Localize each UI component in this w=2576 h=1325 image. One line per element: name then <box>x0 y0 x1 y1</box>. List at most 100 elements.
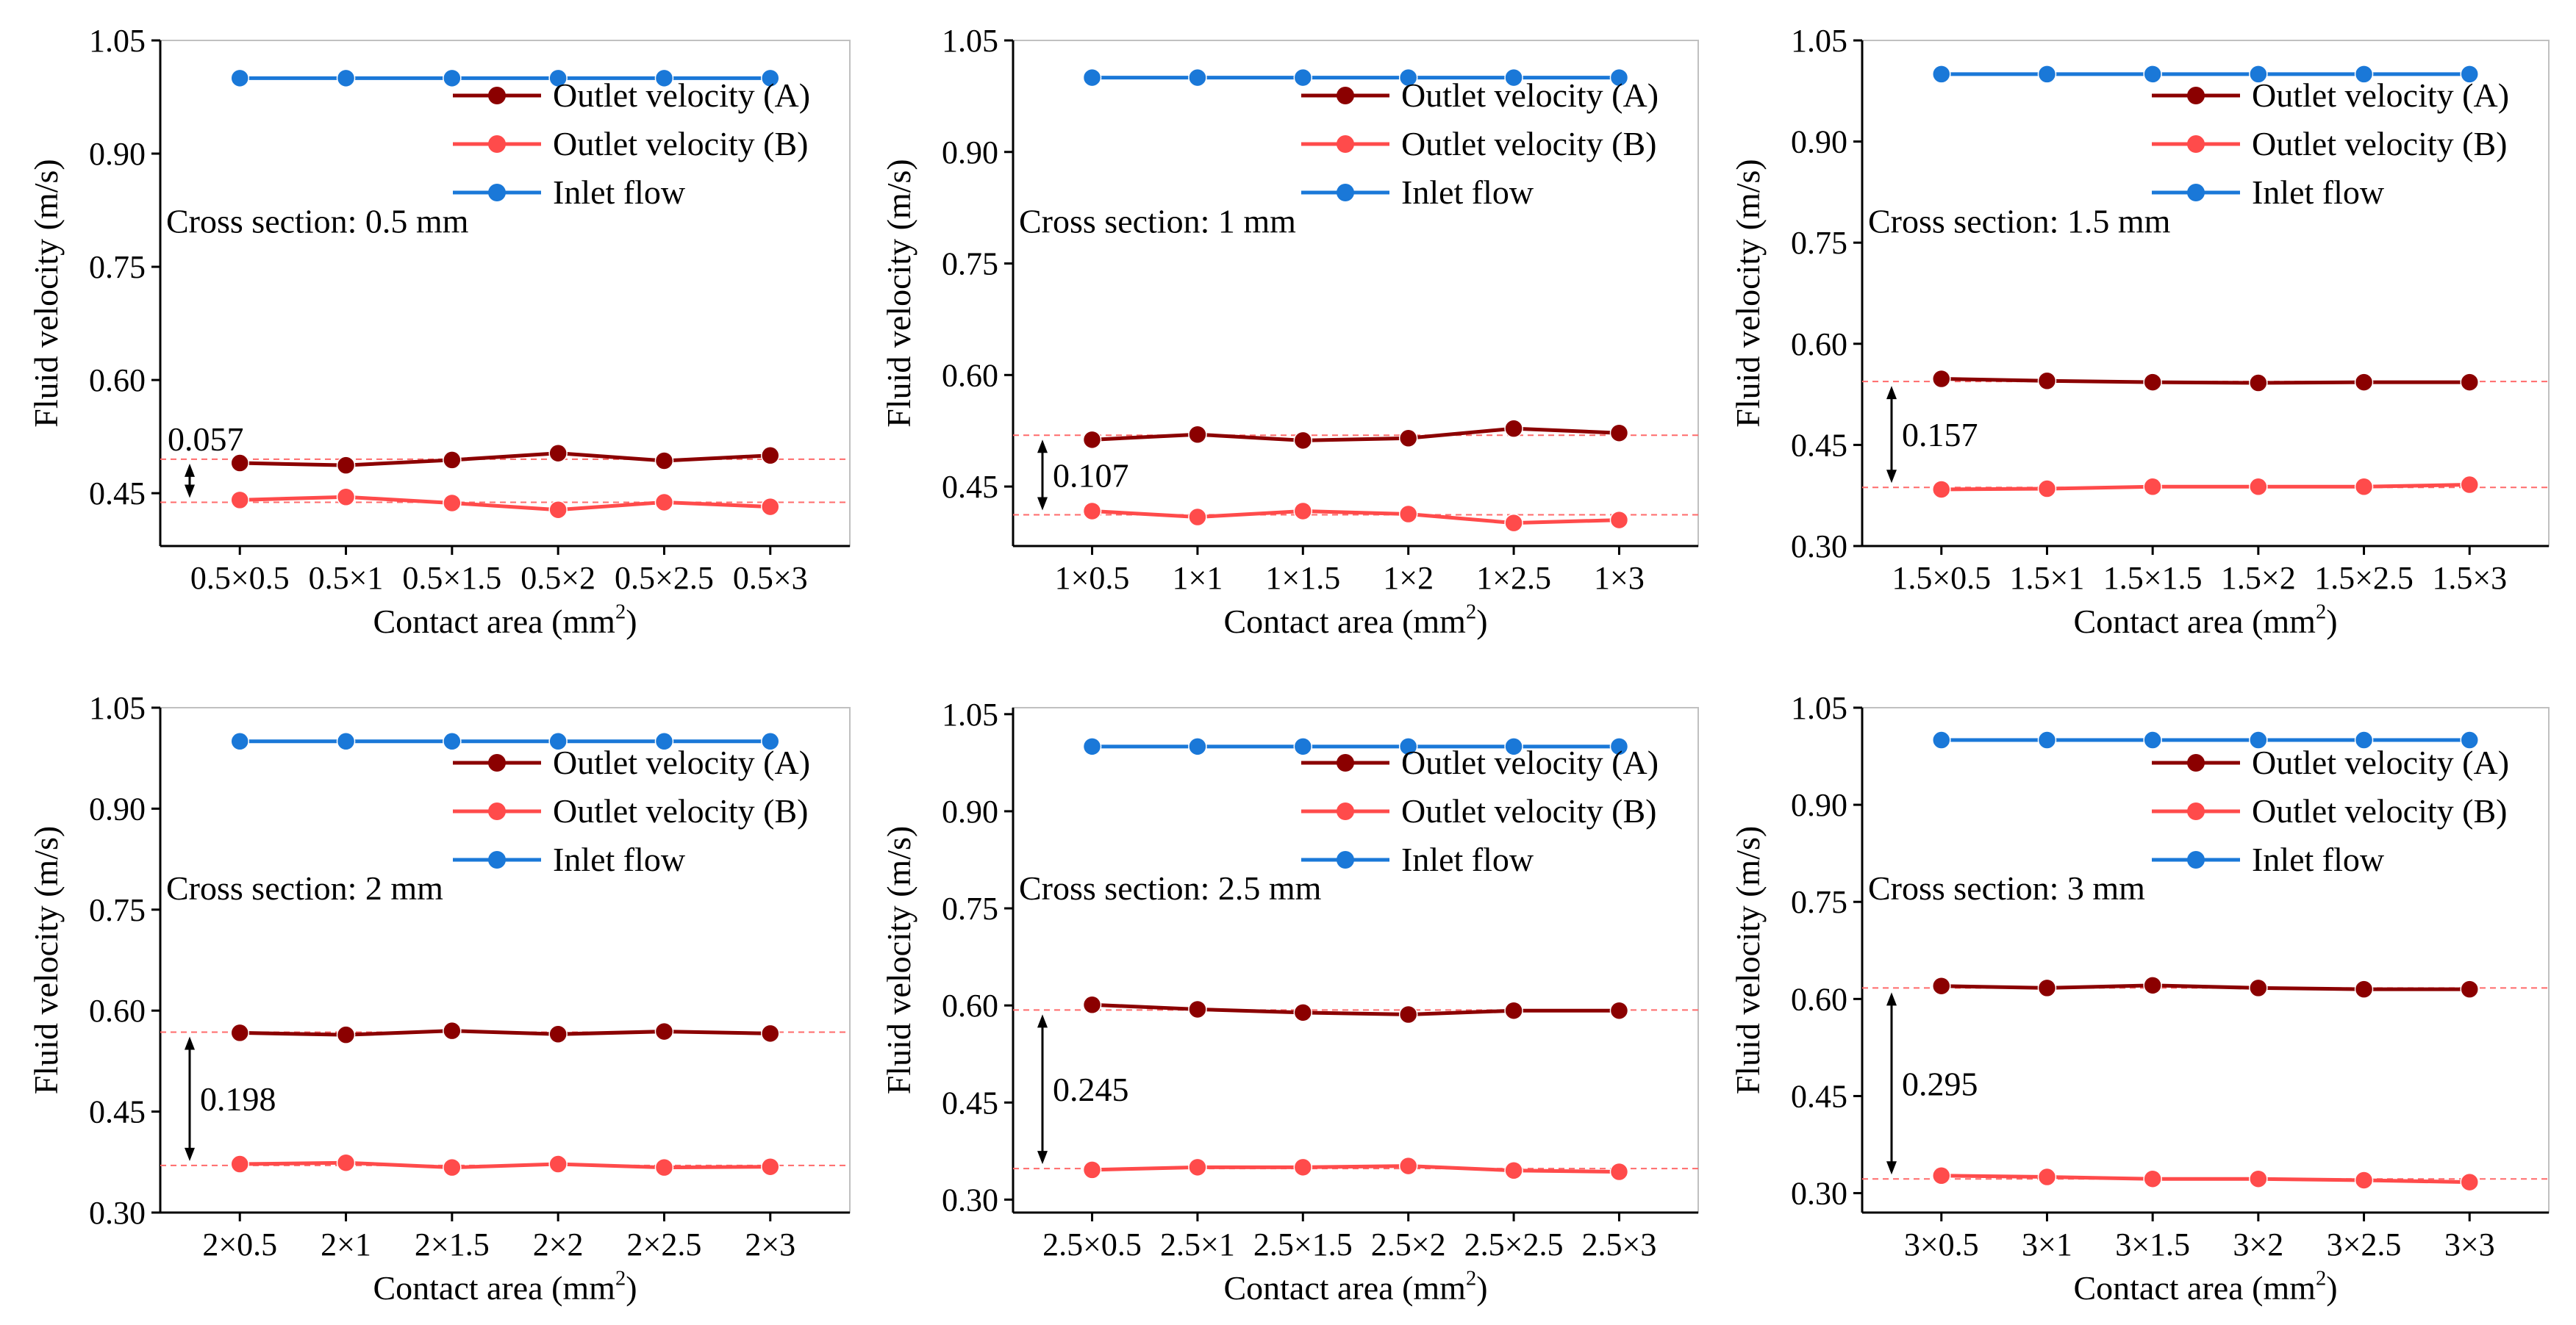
chart-panel-2: 0.45 0.60 0.75 0.90 1.05 1×0.5 1×1 1×1.5 1×2 1×2.… <box>880 23 1699 640</box>
data-point-outlet-velocity-a <box>230 453 249 473</box>
legend-swatch-marker-outlet-velocity-b <box>2187 135 2205 153</box>
data-point-inlet-flow <box>2143 65 2162 84</box>
x-tick-label: 1×2.5 <box>1476 560 1551 596</box>
x-tick-label: 0.5×3 <box>733 560 808 596</box>
chart-panel-6: 0.30 0.45 0.60 0.75 0.90 1.05 3×0.5 3×1 3×1.5 3×2… <box>1729 690 2550 1307</box>
data-point-outlet-velocity-a <box>2249 373 2268 392</box>
legend-swatch-marker-outlet-velocity-a <box>488 754 506 772</box>
data-point-outlet-velocity-a <box>2354 980 2374 999</box>
x-tick-label: 2.5×2 <box>1371 1227 1446 1263</box>
data-point-outlet-velocity-b <box>230 490 249 510</box>
data-point-inlet-flow <box>230 68 249 88</box>
y-tick-label: 0.90 <box>89 791 146 827</box>
data-point-inlet-flow <box>2354 65 2374 84</box>
y-tick-label: 0.60 <box>942 357 998 393</box>
data-point-outlet-velocity-b <box>443 1157 462 1177</box>
x-tick-label: 0.5×2.5 <box>615 560 714 596</box>
x-tick-label: 1×0.5 <box>1055 560 1130 596</box>
data-point-inlet-flow <box>443 68 462 88</box>
data-point-outlet-velocity-a <box>230 1023 249 1043</box>
series-line-outlet-velocity-b <box>1941 483 2470 492</box>
y-tick-label: 0.75 <box>942 246 998 282</box>
data-point-outlet-velocity-b <box>1188 507 1207 527</box>
plot-frame <box>160 707 851 1213</box>
gap-arrow-head-up <box>1886 386 1897 400</box>
y-tick-label: 0.75 <box>942 891 998 927</box>
data-point-outlet-velocity-a <box>2460 373 2479 392</box>
data-point-outlet-velocity-b <box>1932 1166 1951 1185</box>
x-tick-label: 1×2 <box>1383 560 1434 596</box>
data-point-inlet-flow <box>2354 730 2374 750</box>
data-point-inlet-flow <box>654 68 674 88</box>
y-tick-label: 0.75 <box>1791 884 1847 920</box>
cross-section-annotation: Cross section: 1 mm <box>1019 202 1296 240</box>
legend-label-outlet-velocity-b: Outlet velocity (B) <box>553 125 808 162</box>
x-tick-label: 1.5×1.5 <box>2103 560 2203 596</box>
x-tick-label: 2×2 <box>533 1227 584 1263</box>
y-axis-title: Fluid velocity (m/s) <box>27 826 65 1094</box>
data-point-outlet-velocity-a <box>1504 419 1523 438</box>
data-point-outlet-velocity-a <box>1082 430 1102 450</box>
x-tick-label: 2×1.5 <box>415 1227 490 1263</box>
x-tick-label: 2.5×3 <box>1582 1227 1657 1263</box>
data-point-outlet-velocity-b <box>1504 513 1523 533</box>
data-point-inlet-flow <box>2460 65 2479 84</box>
data-point-outlet-velocity-b <box>1932 480 1951 499</box>
data-point-outlet-velocity-b <box>230 1155 249 1174</box>
data-point-outlet-velocity-a <box>654 1021 674 1041</box>
legend-swatch-marker-outlet-velocity-a <box>1337 754 1354 772</box>
series-line-outlet-velocity-a <box>1941 377 2470 385</box>
x-tick-label: 3×0.5 <box>1904 1227 1979 1263</box>
x-tick-label: 3×2 <box>2233 1227 2283 1263</box>
data-point-inlet-flow <box>443 732 462 751</box>
y-tick-label: 0.75 <box>1791 225 1847 261</box>
y-tick-label: 0.45 <box>1791 427 1847 463</box>
data-point-outlet-velocity-a <box>1609 1001 1629 1020</box>
cross-section-annotation: Cross section: 1.5 mm <box>1868 202 2171 240</box>
data-point-outlet-velocity-b <box>761 1157 780 1177</box>
plot-frame <box>1012 707 1699 1213</box>
x-tick-label: 0.5×0.5 <box>190 560 290 596</box>
x-tick-label: 1.5×3 <box>2432 560 2507 596</box>
x-tick-label: 1.5×0.5 <box>1892 560 1991 596</box>
data-point-outlet-velocity-b <box>1609 510 1629 530</box>
x-axis-title: Contact area (mm2) <box>2073 1268 2337 1307</box>
y-tick-label: 0.30 <box>89 1195 146 1231</box>
data-point-outlet-velocity-b <box>548 500 568 520</box>
x-tick-label: 0.5×1 <box>309 560 384 596</box>
legend-label-outlet-velocity-b: Outlet velocity (B) <box>2252 792 2507 830</box>
data-point-inlet-flow <box>1082 737 1102 756</box>
legend-swatch-marker-outlet-velocity-b <box>488 802 506 820</box>
data-point-inlet-flow <box>1188 68 1207 87</box>
legend-label-outlet-velocity-a: Outlet velocity (A) <box>1401 76 1659 114</box>
x-tick-label: 2×2.5 <box>627 1227 702 1263</box>
y-tick-label: 0.45 <box>89 1094 146 1130</box>
data-point-outlet-velocity-b <box>1082 1160 1102 1179</box>
y-tick-label: 0.90 <box>942 134 998 170</box>
x-axis-title: Contact area (mm2) <box>1223 1268 1487 1307</box>
legend-label-inlet-flow: Inlet flow <box>2252 173 2385 211</box>
gap-arrow-head-up <box>1886 992 1897 1006</box>
data-point-inlet-flow <box>1932 730 1951 750</box>
x-tick-label: 2.5×1.5 <box>1253 1227 1353 1263</box>
y-tick-label: 0.90 <box>1791 787 1847 823</box>
data-point-outlet-velocity-b <box>2143 477 2162 497</box>
y-tick-label: 1.05 <box>1791 690 1847 726</box>
data-point-outlet-velocity-b <box>336 1153 356 1172</box>
x-tick-label: 2×3 <box>745 1227 795 1263</box>
data-point-inlet-flow <box>1188 737 1207 756</box>
plot-frame <box>1861 40 2550 547</box>
data-point-outlet-velocity-b <box>1082 501 1102 521</box>
data-point-inlet-flow <box>1932 65 1951 84</box>
data-point-outlet-velocity-b <box>1398 1156 1418 1176</box>
y-axis-title: Fluid velocity (m/s) <box>880 826 917 1094</box>
y-tick-label: 0.60 <box>89 993 146 1029</box>
y-tick-label: 0.30 <box>1791 528 1847 564</box>
x-axis-title: Contact area (mm2) <box>2073 601 2337 640</box>
data-point-inlet-flow <box>336 68 356 88</box>
legend-label-outlet-velocity-b: Outlet velocity (B) <box>1401 792 1656 830</box>
data-point-outlet-velocity-a <box>548 443 568 463</box>
legend-swatch-marker-outlet-velocity-a <box>1337 87 1354 104</box>
x-tick-label: 1.5×2 <box>2221 560 2296 596</box>
legend-swatch-marker-outlet-velocity-a <box>488 87 506 104</box>
